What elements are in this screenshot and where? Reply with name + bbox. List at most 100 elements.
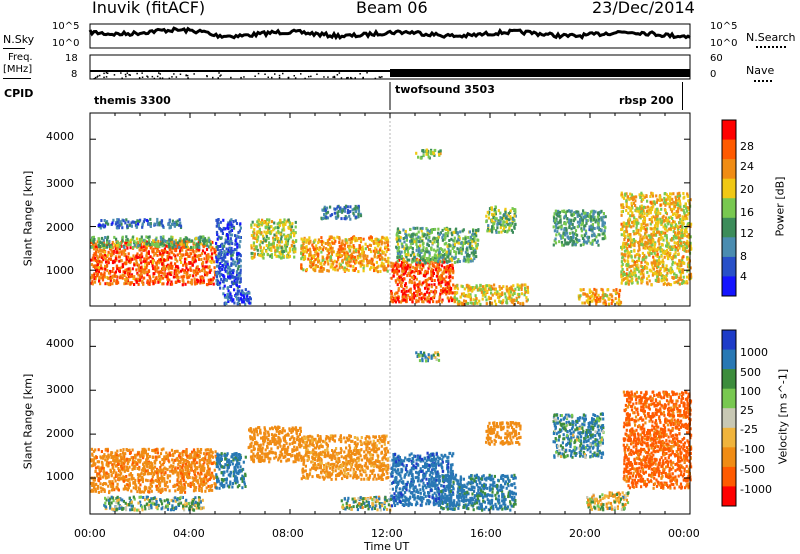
- power-cell: [671, 213, 675, 216]
- power-cell: [352, 250, 355, 254]
- power-cell: [200, 278, 203, 282]
- power-cell: [219, 286, 222, 290]
- power-cell: [108, 239, 111, 243]
- freq-panel-frame: [89, 54, 691, 80]
- power-cell: [685, 206, 688, 210]
- power-cell: [433, 294, 436, 298]
- power-cell: [224, 260, 227, 264]
- power-cell: [515, 299, 518, 303]
- power-cell: [96, 274, 99, 278]
- power-cell: [287, 251, 290, 255]
- power-cell: [174, 257, 177, 261]
- power-cell: [124, 279, 127, 283]
- power-cell: [405, 260, 409, 264]
- power-cell: [430, 230, 433, 234]
- power-cell: [418, 240, 421, 244]
- power-cell: [266, 252, 269, 256]
- power-cell: [580, 218, 583, 222]
- power-cell: [563, 209, 566, 213]
- power-cell: [258, 243, 261, 247]
- power-cell: [678, 246, 681, 250]
- nave-dot: [267, 76, 269, 78]
- power-cell: [338, 241, 341, 244]
- power-cell: [170, 280, 173, 284]
- power-cell: [502, 227, 506, 231]
- power-cell: [591, 223, 594, 226]
- power-cell: [554, 223, 557, 227]
- power-cell: [322, 208, 325, 212]
- nave-dot: [243, 76, 245, 78]
- power-cell: [347, 259, 350, 263]
- power-cell: [411, 260, 414, 264]
- power-cell: [602, 295, 605, 299]
- power-cell: [163, 258, 166, 262]
- power-cell: [410, 239, 413, 243]
- power-cell: [236, 297, 239, 301]
- power-cell: [286, 254, 289, 258]
- power-cell: [276, 222, 279, 226]
- power-cell: [294, 231, 297, 235]
- power-cell: [224, 267, 227, 271]
- nave-dot: [287, 76, 290, 79]
- nave-dot: [121, 77, 123, 79]
- power-cell: [233, 279, 236, 283]
- power-cell: [320, 236, 323, 240]
- power-cell: [301, 248, 304, 252]
- power-cell: [235, 271, 239, 275]
- power-cell: [239, 222, 242, 226]
- power-cell: [165, 275, 168, 279]
- power-cell: [405, 243, 408, 247]
- power-cell: [434, 249, 437, 253]
- power-cell: [482, 290, 486, 294]
- power-cell: [502, 214, 505, 218]
- power-cell: [505, 298, 508, 302]
- nave-dot: [141, 72, 143, 74]
- power-cell: [206, 244, 209, 248]
- nave-dot: [103, 72, 105, 75]
- power-cell: [147, 241, 150, 245]
- power-cell: [218, 255, 221, 259]
- power-cell: [409, 227, 412, 231]
- power-cell: [567, 221, 571, 225]
- power-cell: [142, 282, 145, 286]
- power-cell: [321, 248, 325, 252]
- power-cell: [404, 229, 407, 233]
- power-cell: [90, 241, 93, 245]
- power-cell: [409, 268, 412, 271]
- power-cell: [207, 278, 210, 282]
- power-cell: [401, 260, 404, 264]
- power-cell: [449, 279, 452, 283]
- power-cell: [321, 239, 324, 243]
- power-cell: [205, 265, 209, 269]
- power-cell: [512, 218, 515, 221]
- power-cell: [327, 262, 330, 266]
- power-cell: [451, 233, 454, 237]
- power-cell: [135, 237, 139, 241]
- power-cell: [274, 253, 277, 257]
- power-cell: [437, 299, 440, 303]
- power-cell: [106, 236, 109, 240]
- power-cell: [358, 261, 361, 265]
- power-cell: [218, 249, 221, 253]
- power-cell: [237, 274, 240, 278]
- power-cell: [595, 300, 598, 304]
- power-cell: [360, 259, 363, 263]
- power-cell: [300, 263, 303, 267]
- power-cell: [417, 287, 420, 291]
- power-cell: [653, 227, 656, 231]
- power-cell: [443, 260, 446, 264]
- power-cell: [510, 228, 513, 232]
- power-cell: [428, 265, 431, 269]
- power-cell: [667, 216, 670, 220]
- power-cell: [292, 229, 295, 232]
- power-cell: [270, 249, 273, 252]
- power-cell: [348, 238, 351, 241]
- power-cell: [228, 230, 231, 234]
- power-cell: [387, 264, 390, 268]
- power-cell: [413, 266, 417, 270]
- power-cell: [276, 246, 279, 250]
- power-cell: [423, 280, 426, 284]
- power-cell: [311, 243, 314, 247]
- power-cell: [159, 270, 162, 274]
- power-cell: [589, 296, 592, 300]
